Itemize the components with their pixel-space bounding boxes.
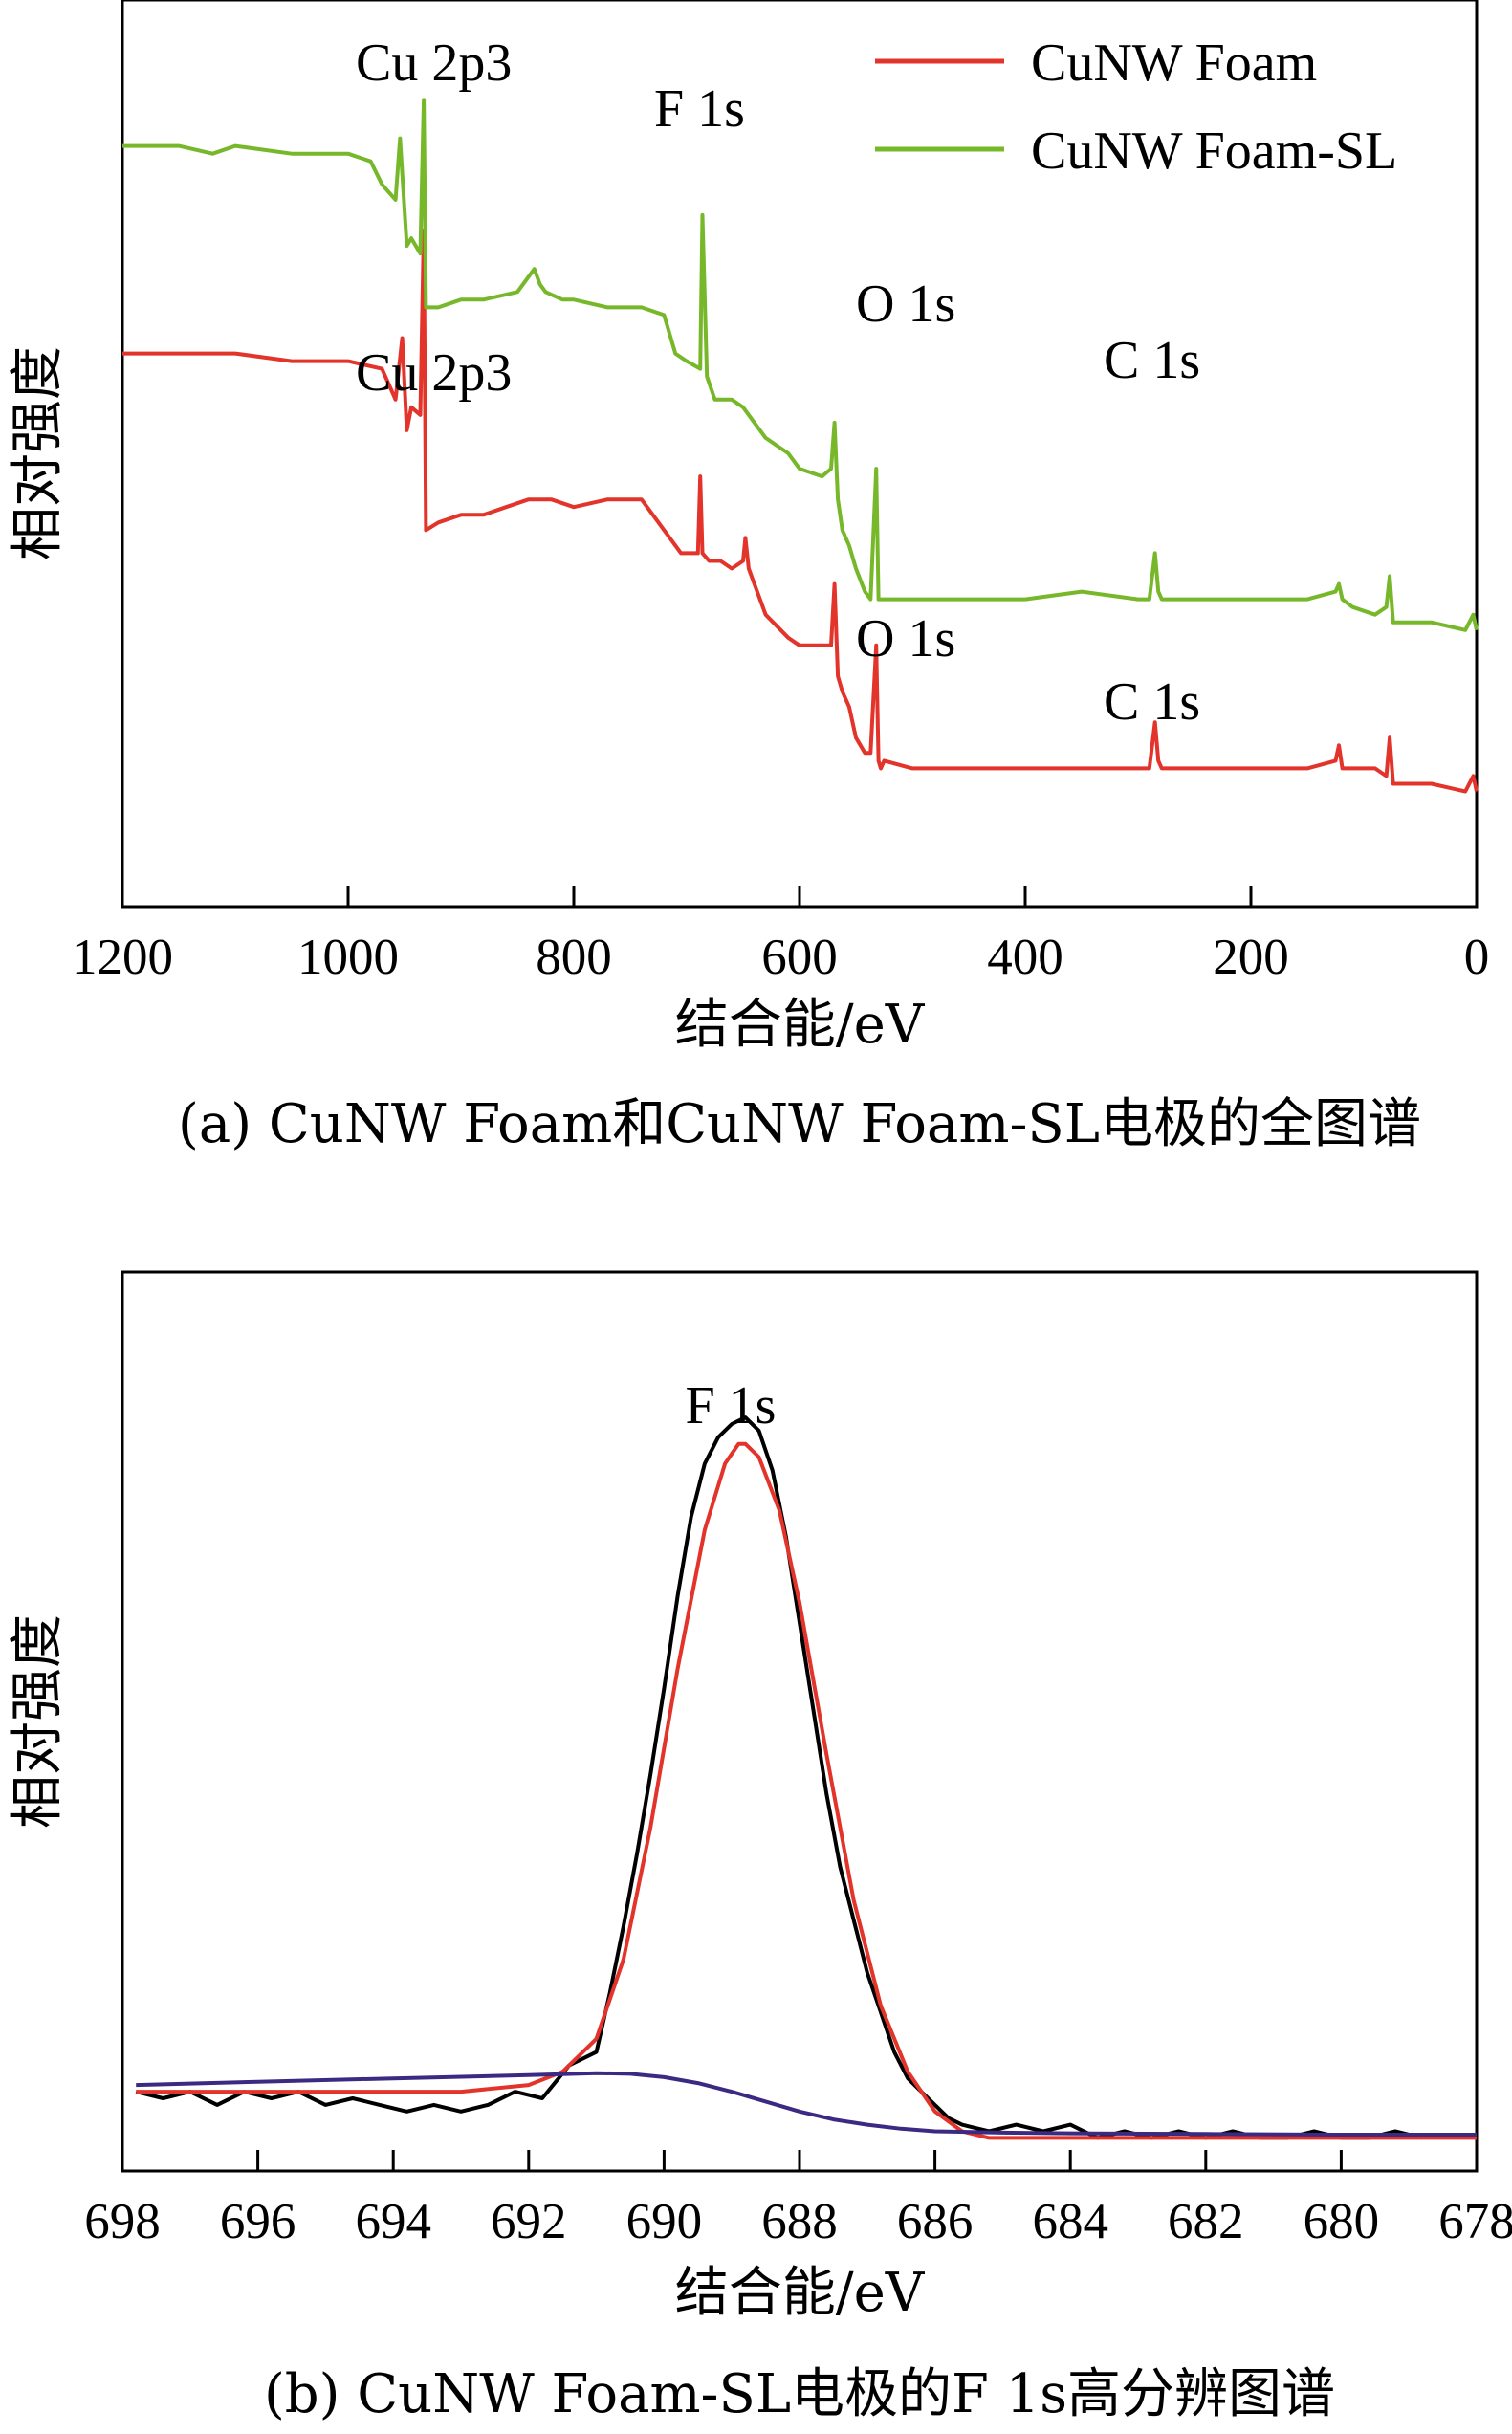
- x-tick-label-684: 684: [1032, 2194, 1108, 2249]
- series-line-cunw-foam-sl: [122, 98, 1479, 632]
- x-tick-label-200: 200: [1213, 930, 1289, 985]
- x-axis-tick-labels-b: 698 696 694 692 690 688 686 684 682 680 678: [84, 2194, 1512, 2249]
- x-tick-label-686: 686: [897, 2194, 974, 2249]
- series-line-curve-0: [135, 1415, 1423, 2140]
- legend-label-cunw-foam: CuNW Foam: [1031, 33, 1317, 93]
- legend-a: CuNW Foam CuNW Foam-SL: [875, 33, 1397, 181]
- x-tick-label-1000: 1000: [297, 930, 399, 985]
- x-tick-label-682: 682: [1168, 2194, 1244, 2249]
- x-tick-label-680: 680: [1304, 2194, 1380, 2249]
- x-tick-label-698: 698: [84, 2194, 161, 2249]
- series-lines-a: [122, 98, 1479, 794]
- x-tick-label-688: 688: [761, 2194, 838, 2249]
- x-tick-label-1200: 1200: [72, 930, 173, 985]
- series-line-curve-1: [136, 1441, 1477, 2140]
- annotation-o1s-foam: O 1s: [856, 609, 955, 669]
- caption-a: (a) CuNW Foam和CuNW Foam-SL电极的全图谱: [178, 1093, 1421, 1155]
- x-tick-label-692: 692: [491, 2194, 567, 2249]
- x-tick-label-400: 400: [987, 930, 1063, 985]
- chart-survey-spectrum: 1200 1000 800 600 400 200 0 CuNW Foam CuNW Foa…: [7, 0, 1489, 1155]
- x-tick-label-600: 600: [761, 930, 838, 985]
- x-axis-tick-labels-a: 1200 1000 800 600 400 200 0: [72, 930, 1489, 985]
- x-tick-label-678: 678: [1438, 2194, 1512, 2249]
- annotation-o1s-sl: O 1s: [856, 274, 955, 334]
- x-tick-label-800: 800: [536, 930, 612, 985]
- x-axis-ticks-a: [121, 886, 1479, 907]
- plot-frame-b: [121, 1270, 1479, 2173]
- annotation-cu2p3-foam: Cu 2p3: [356, 343, 512, 403]
- x-tick-label-694: 694: [355, 2194, 431, 2249]
- annotation-f1s-peak: F 1s: [686, 1376, 777, 1436]
- x-axis-ticks-b: [121, 2150, 1479, 2171]
- x-axis-title-a: 结合能/eV: [675, 994, 926, 1056]
- x-axis-title-b: 结合能/eV: [675, 2262, 926, 2324]
- y-axis-title-b: 相对强度: [7, 1614, 69, 1829]
- series-line-cunw-foam: [122, 229, 1479, 794]
- series-line-curve-2: [136, 2071, 1477, 2137]
- annotation-f1s-sl: F 1s: [654, 79, 745, 139]
- series-lines-b: [135, 1415, 1477, 2140]
- annotation-cu2p3-sl: Cu 2p3: [356, 33, 512, 93]
- chart-f1s-high-resolution: 698 696 694 692 690 688 686 684 682 680 678 F 1s 结…: [7, 1270, 1512, 2425]
- caption-b: (b) CuNW Foam-SL电极的F 1s高分辨图谱: [264, 2363, 1335, 2425]
- x-tick-label-696: 696: [220, 2194, 296, 2249]
- x-tick-label-0: 0: [1464, 930, 1490, 985]
- annotation-c1s-foam: C 1s: [1104, 672, 1200, 732]
- x-tick-label-690: 690: [626, 2194, 703, 2249]
- legend-label-cunw-foam-sl: CuNW Foam-SL: [1031, 121, 1397, 181]
- y-axis-title-a: 相对强度: [7, 346, 69, 560]
- annotation-c1s-sl: C 1s: [1104, 331, 1200, 390]
